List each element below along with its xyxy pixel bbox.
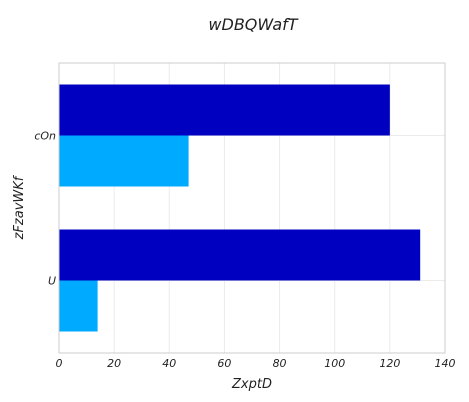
x-tick-label: 60 — [217, 357, 231, 370]
x-tick-label: 0 — [56, 357, 63, 370]
x-axis-ticks: 0 20 40 60 80 100 120 140 — [56, 357, 456, 370]
plot-frame — [58, 62, 446, 354]
x-tick-label: 80 — [273, 357, 287, 370]
chart-title: wDBQWafT — [208, 15, 298, 34]
x-tick-label: 100 — [324, 357, 345, 370]
bar-U-series-2 — [59, 280, 98, 332]
y-tick-label: U — [48, 275, 56, 288]
x-tick-label: 40 — [162, 357, 176, 370]
y-axis-label: zFzavWKf — [12, 174, 27, 240]
bar-cOn-series-1 — [59, 84, 390, 136]
bars — [59, 84, 421, 332]
bar-U-series-1 — [59, 229, 421, 281]
x-tick-label: 120 — [379, 357, 400, 370]
y-tick-label: cOn — [34, 130, 56, 143]
x-tick-label: 20 — [107, 357, 121, 370]
x-tick-label: 140 — [435, 357, 456, 370]
bar-cOn-series-2 — [59, 135, 189, 187]
x-axis-label: ZxptD — [231, 377, 272, 392]
